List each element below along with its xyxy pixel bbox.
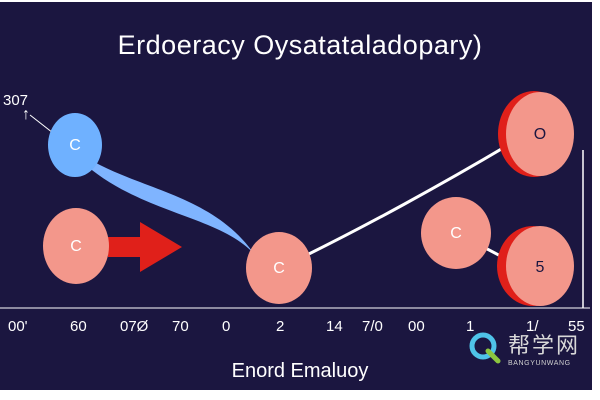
- watermark: 帮学网 BANGYUNWANG: [468, 328, 580, 367]
- node-mid-right-label: C: [450, 225, 462, 242]
- tick-label: 14: [326, 318, 343, 335]
- right-border: [592, 0, 600, 400]
- node-center: [246, 232, 312, 304]
- up-arrow-icon: ↑: [22, 106, 30, 123]
- tick-label: 2: [276, 318, 285, 335]
- node-top-right-label: O: [534, 126, 546, 143]
- node-blue-label: C: [69, 137, 81, 154]
- node-left-pink: [43, 208, 109, 284]
- tick-label: 60: [70, 318, 87, 335]
- watermark-en-text: BANGYUNWANG: [507, 360, 571, 367]
- blue-flow-curve: [75, 150, 255, 255]
- node-left-pink-label: C: [70, 238, 82, 255]
- tick-label: 7/0: [362, 318, 383, 335]
- top-left-label: 307: [3, 92, 29, 109]
- tick-label: 0: [222, 318, 231, 335]
- white-connector-line: [279, 133, 526, 270]
- tick-label: 1: [466, 318, 475, 335]
- node-mid-right: [421, 197, 491, 269]
- tick-label: 1/: [526, 318, 539, 335]
- tick-label: 00': [8, 318, 28, 335]
- top-border: [0, 0, 600, 2]
- tick-label: 07Ø: [120, 318, 149, 335]
- node-center-label: C: [273, 260, 285, 277]
- watermark-cn-text: 帮学网: [507, 334, 580, 359]
- node-top-right: [506, 92, 574, 176]
- node-bottom-right-label: 5: [536, 259, 545, 276]
- red-arrow-icon: [108, 222, 182, 272]
- watermark-logo-icon: [469, 332, 501, 363]
- bottom-border: [0, 390, 600, 400]
- tick-label: 70: [172, 318, 189, 335]
- diagram-title: Erdoeracy Oysatataladopary): [117, 30, 483, 60]
- node-bottom-right: [506, 226, 574, 306]
- x-axis-title: Enord Emaluoy: [231, 360, 369, 382]
- node-blue: [48, 113, 102, 177]
- tick-label: 55: [568, 318, 585, 335]
- tick-label: 00: [408, 318, 425, 335]
